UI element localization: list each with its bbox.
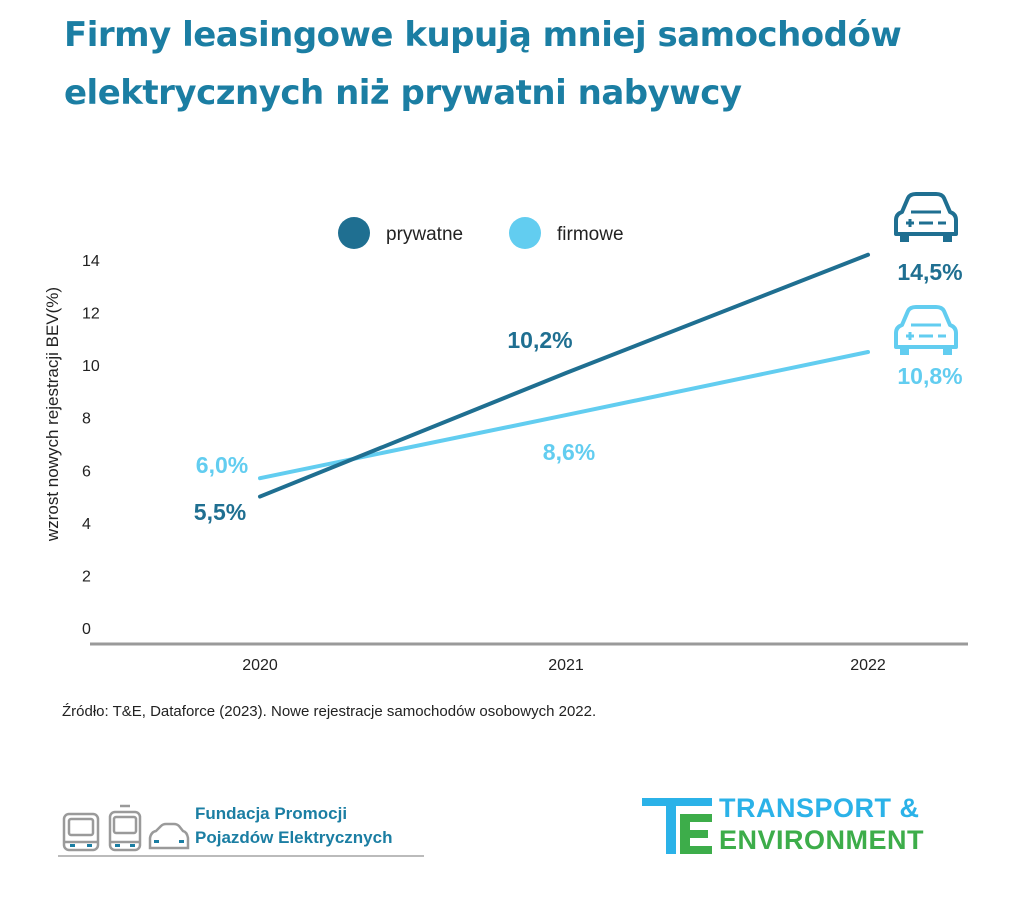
data-label: 14,5% (897, 259, 962, 285)
car-body (894, 192, 958, 236)
y-tick-label: 10 (82, 358, 100, 375)
car-icon (894, 305, 958, 355)
chart-title: Firmy leasingowe kupują mniej samochodów… (64, 6, 964, 122)
car-body (894, 305, 958, 349)
car-wheel (943, 234, 952, 242)
data-label: 10,8% (897, 363, 962, 389)
chart-title-line2: elektrycznych niż prywatni nabywcy (64, 73, 742, 113)
y-tick-label: 12 (82, 306, 100, 323)
data-label: 5,5% (194, 499, 246, 525)
te-name-line2: ENVIRONMENT (719, 825, 925, 855)
vehicles-icon (62, 804, 190, 852)
y-axis-label: wzrost nowych rejestracji BEV(%) (43, 287, 62, 542)
y-tick-label: 2 (82, 568, 91, 585)
x-tick-label: 2020 (242, 657, 278, 674)
series-end-icons (894, 192, 958, 355)
data-label: 10,2% (507, 327, 572, 353)
series-line-prywatne (258, 252, 870, 499)
te-name: TRANSPORT & ENVIRONMENT (719, 792, 924, 856)
chart-legend: prywatne firmowe (338, 217, 624, 249)
te-logo-icon (642, 798, 712, 854)
y-tick-label: 6 (82, 463, 91, 480)
y-tick-label: 8 (82, 411, 91, 428)
chart-title-line1: Firmy leasingowe kupują mniej samochodów (64, 15, 902, 55)
y-tick-label: 0 (82, 621, 91, 638)
x-tick-label: 2022 (850, 657, 886, 674)
car-wheel (943, 347, 952, 355)
y-tick-label: 14 (82, 253, 100, 270)
data-label: 6,0% (196, 452, 248, 478)
source-note: Źródło: T&E, Dataforce (2023). Nowe reje… (62, 703, 597, 720)
fpe-name: Fundacja Promocji Pojazdów Elektrycznych (195, 802, 392, 850)
fpe-name-line2: Pojazdów Elektrycznych (195, 828, 393, 847)
fpe-logo: Fundacja Promocji Pojazdów Elektrycznych (58, 800, 428, 860)
car-wheel (900, 347, 909, 355)
legend-label: firmowe (557, 224, 624, 245)
car-icon (894, 192, 958, 242)
y-axis: 0 2 4 6 8 10 12 14 wzrost nowych rejestracji BEV… (43, 253, 100, 638)
legend-marker (338, 217, 370, 249)
te-name-line1: TRANSPORT & (719, 793, 920, 823)
y-tick-label: 4 (82, 516, 91, 533)
x-axis: 2020 2021 2022 (90, 642, 968, 674)
x-tick-label: 2021 (548, 657, 584, 674)
te-logo: TRANSPORT & ENVIRONMENT (642, 792, 942, 862)
fpe-underline (58, 855, 424, 857)
legend-marker (509, 217, 541, 249)
chart-series (258, 252, 870, 499)
data-labels: 5,5% 10,2% 14,5% 6,0% 8,6% 10,8% (194, 259, 963, 525)
car-wheel (900, 234, 909, 242)
fpe-name-line1: Fundacja Promocji (195, 804, 348, 823)
data-label: 8,6% (543, 439, 595, 465)
legend-label: prywatne (386, 224, 463, 245)
